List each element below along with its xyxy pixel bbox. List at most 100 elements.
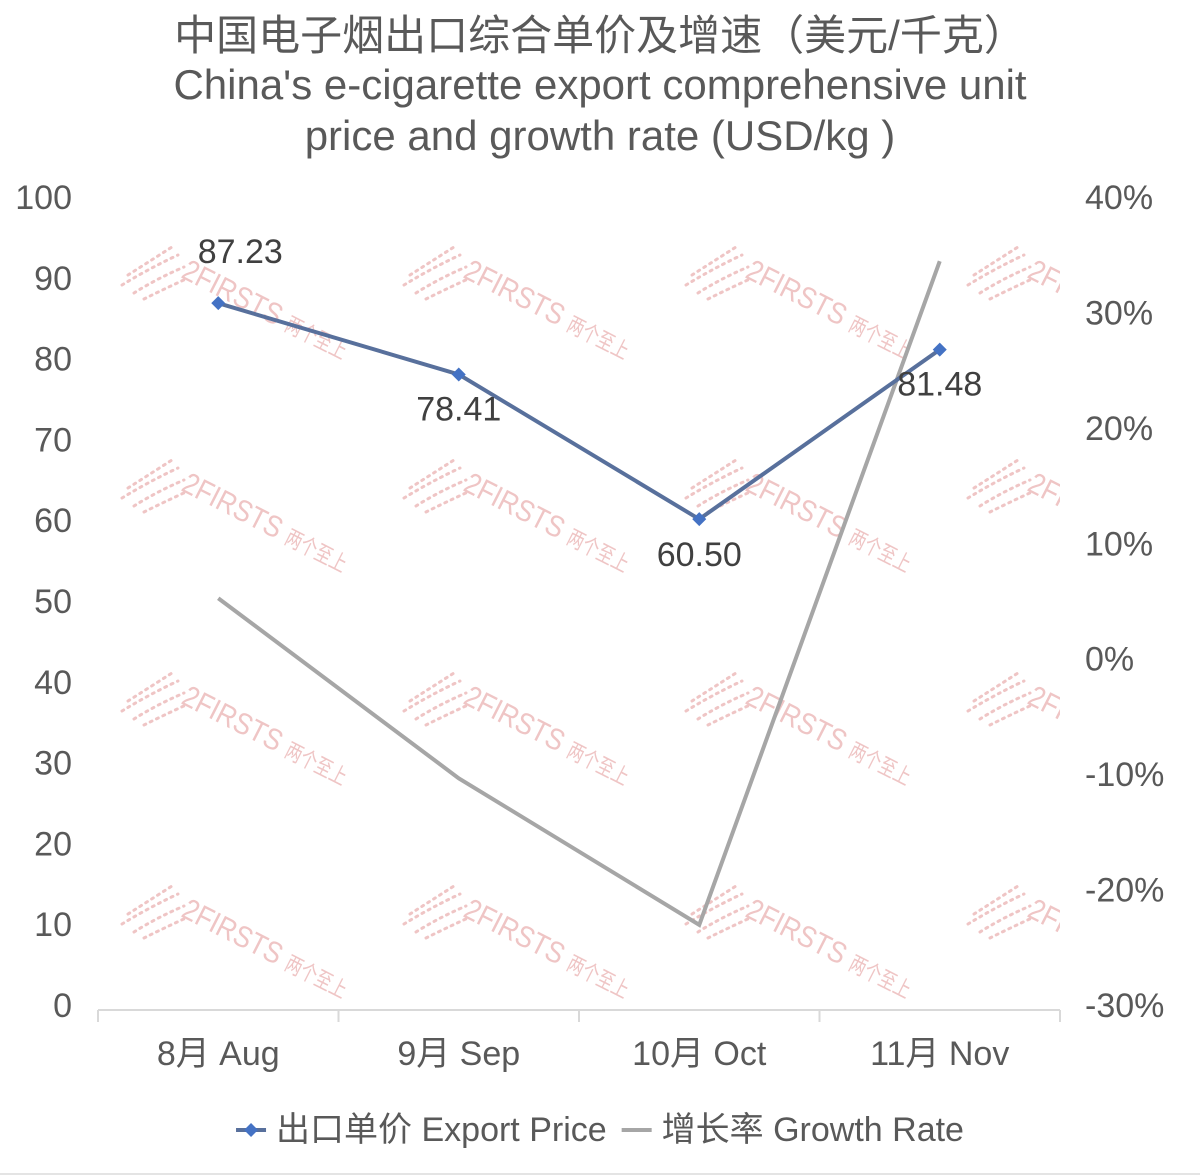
- watermark-logo-stroke: [972, 671, 1020, 703]
- watermark-logo-stroke: [966, 892, 1026, 926]
- watermark-logo-icon: [402, 458, 470, 514]
- y-axis-tick-label: 40: [34, 664, 72, 702]
- watermark-brand-cn-text: 两个至上: [845, 951, 915, 1003]
- watermark-logo-stroke: [684, 466, 744, 500]
- watermark-logo-icon: [684, 458, 752, 514]
- watermark-brand-text: 2FIRSTS: [459, 680, 570, 758]
- watermark-logo-stroke: [988, 277, 1034, 301]
- y-axis-tick-label: 100: [15, 179, 72, 217]
- watermark-logo-stroke: [424, 277, 470, 301]
- watermark-logo-stroke: [696, 904, 750, 934]
- watermark-logo-stroke: [684, 679, 744, 713]
- chart-title: 中国电子烟出口综合单价及增速（美元/千克） China's e-cigarett…: [173, 12, 1026, 159]
- watermark-brand-cn-text: 两个至上: [281, 525, 351, 577]
- y2-axis-tick-label: 0%: [1085, 641, 1134, 679]
- watermark-brand-text: 2FIRSTS: [741, 254, 852, 332]
- watermark-logo-stroke: [408, 458, 456, 490]
- watermark-logo-stroke: [696, 478, 750, 508]
- watermark-logo-stroke: [424, 703, 470, 727]
- watermark-logo-stroke: [142, 490, 188, 514]
- plot-series: 87.23 78.41 60.50 81.48: [198, 233, 982, 928]
- y2-axis-tick-label: -10%: [1085, 756, 1164, 794]
- watermark-logo-stroke: [414, 265, 468, 295]
- watermark-brand-text: 2FIRSTS: [459, 254, 570, 332]
- watermark-logo-stroke: [424, 916, 470, 940]
- watermark-brand-text: 2FIRSTS: [1023, 680, 1134, 758]
- x-axis-tick-label: 11月 Nov: [870, 1035, 1009, 1073]
- watermark-brand-cn-text: 两个至上: [845, 738, 915, 790]
- y-axis-right: -30% -20% -10% 0% 10% 20% 30% 40%: [1085, 179, 1164, 1025]
- watermark-brand-cn-text: 两个至上: [845, 525, 915, 577]
- watermark-logo-stroke: [402, 892, 462, 926]
- watermark-logo-stroke: [684, 253, 744, 287]
- watermark-logo-stroke: [706, 490, 752, 514]
- watermark-logo-stroke: [706, 916, 752, 940]
- watermark-brand-text: 2FIRSTS: [177, 893, 288, 971]
- watermark-logo-stroke: [690, 884, 738, 916]
- watermark-logo-stroke: [972, 245, 1020, 277]
- watermark-logo-icon: [402, 884, 470, 940]
- watermark-logo-icon: [684, 245, 752, 301]
- y2-axis-tick-label: 20%: [1085, 410, 1153, 448]
- watermark-brand-cn-text: 两个至上: [563, 951, 633, 1003]
- watermark-logo-stroke: [120, 466, 180, 500]
- watermark-logo-stroke: [966, 679, 1026, 713]
- watermark-logo-stroke: [120, 892, 180, 926]
- watermark-logo-stroke: [126, 884, 174, 916]
- watermark-logo-stroke: [696, 265, 750, 295]
- export-price-data-label: 81.48: [897, 366, 982, 404]
- export-price-point: [451, 367, 466, 382]
- export-price-point: [932, 342, 947, 357]
- watermark-logo-icon: [402, 245, 470, 301]
- watermark-logo-stroke: [966, 466, 1026, 500]
- export-price-data-label: 60.50: [657, 536, 742, 574]
- watermark-layer: 2FIRSTS两个至上2FIRSTS两个至上2FIRSTS两个至上2FIRSTS…: [120, 245, 1134, 1003]
- y-axis-left: 0 10 20 30 40 50 60 70 80 90 100: [15, 179, 72, 1025]
- chart-title-line-en-2: price and growth rate (USD/kg ): [305, 112, 896, 159]
- watermark-logo-stroke: [972, 458, 1020, 490]
- watermark-logo-stroke: [408, 671, 456, 703]
- growth-rate-line: [217, 260, 942, 928]
- watermark-logo-stroke: [696, 691, 750, 721]
- y2-axis-tick-label: 30%: [1085, 294, 1153, 332]
- watermark-brand-text: 2FIRSTS: [459, 893, 570, 971]
- legend: 出口单价 Export Price 增长率 Growth Rate: [236, 1111, 964, 1149]
- y-axis-tick-label: 30: [34, 745, 72, 783]
- y-axis-tick-label: 80: [34, 341, 72, 379]
- watermark-logo-icon: [966, 884, 1034, 940]
- watermark-logo-stroke: [142, 916, 188, 940]
- watermark-logo-stroke: [988, 916, 1034, 940]
- watermark-logo-stroke: [402, 253, 462, 287]
- x-axis-tick-label: 10月 Oct: [632, 1035, 767, 1073]
- watermark-logo-icon: [966, 671, 1034, 727]
- y-axis-tick-label: 70: [34, 421, 72, 459]
- x-axis-tick-label: 8月 Aug: [157, 1035, 280, 1073]
- watermark-logo-stroke: [690, 245, 738, 277]
- watermark-logo-icon: [684, 671, 752, 727]
- watermark-logo-stroke: [972, 884, 1020, 916]
- y-axis-tick-label: 0: [53, 987, 72, 1025]
- watermark-logo-stroke: [690, 458, 738, 490]
- watermark-logo-stroke: [402, 679, 462, 713]
- watermark-brand-cn-text: 两个至上: [563, 312, 633, 364]
- watermark-logo-stroke: [978, 691, 1032, 721]
- watermark-logo-icon: [120, 245, 188, 301]
- watermark-logo-stroke: [142, 277, 188, 301]
- legend-item-growth-rate: 增长率 Growth Rate: [621, 1111, 964, 1149]
- watermark-brand-text: 2FIRSTS: [741, 680, 852, 758]
- watermark-logo-stroke: [132, 478, 186, 508]
- watermark-logo-icon: [402, 671, 470, 727]
- watermark-logo-stroke: [120, 679, 180, 713]
- watermark-brand-cn-text: 两个至上: [563, 738, 633, 790]
